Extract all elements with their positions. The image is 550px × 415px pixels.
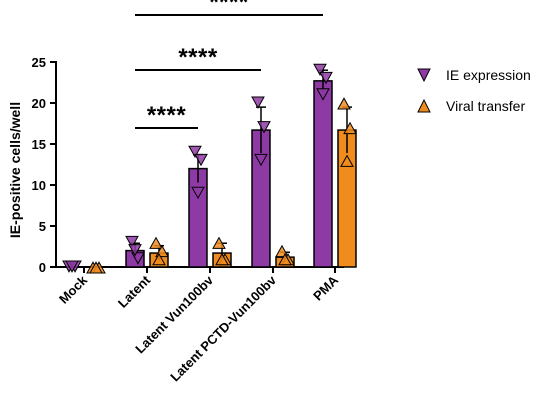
data-point <box>65 260 79 273</box>
data-points <box>62 63 357 274</box>
data-point <box>152 252 166 266</box>
data-point <box>278 252 292 266</box>
significance-brackets: **** **** **** <box>135 0 323 129</box>
y-tick-label: 10 <box>32 178 46 193</box>
bar <box>313 80 333 268</box>
data-point <box>343 121 357 135</box>
x-tick-label: Mock <box>56 272 91 307</box>
data-point <box>191 186 205 200</box>
y-tick-label: 15 <box>32 137 46 152</box>
data-point <box>275 244 289 258</box>
data-point <box>149 236 163 249</box>
significance-label: **** <box>178 44 218 71</box>
data-point <box>212 236 226 249</box>
data-point <box>128 244 142 257</box>
data-point <box>340 154 354 167</box>
x-tick-label: PMA <box>310 272 341 303</box>
significance-label: **** <box>147 102 187 129</box>
data-point <box>313 63 327 77</box>
data-point <box>251 96 265 109</box>
y-axis-label: IE-positive cells/well <box>7 102 23 238</box>
data-point <box>89 261 103 274</box>
y-tick-label: 20 <box>32 96 46 111</box>
data-point <box>194 153 208 167</box>
bar <box>188 167 208 268</box>
legend-marker <box>417 98 431 113</box>
data-point <box>188 145 202 159</box>
bars <box>63 69 357 268</box>
data-point <box>257 121 271 134</box>
data-point <box>337 97 351 110</box>
x-tick-label: Latent PCTD-Vun100bv <box>167 272 279 384</box>
data-point <box>319 71 333 85</box>
significance-label: **** <box>209 0 249 16</box>
y-tick-label: 5 <box>39 219 46 234</box>
y-tick-label: 0 <box>39 260 46 275</box>
x-tick-label: Latent <box>115 272 154 311</box>
data-point <box>215 252 229 266</box>
legend-marker <box>417 68 431 83</box>
y-tick-label: 25 <box>32 55 46 70</box>
data-point <box>254 153 268 167</box>
legend-label: Viral transfer <box>446 98 525 114</box>
data-point <box>125 235 139 249</box>
data-point <box>316 88 330 101</box>
legend-label: IE expression <box>446 67 531 83</box>
legend: IE expression Viral transfer <box>417 67 531 114</box>
